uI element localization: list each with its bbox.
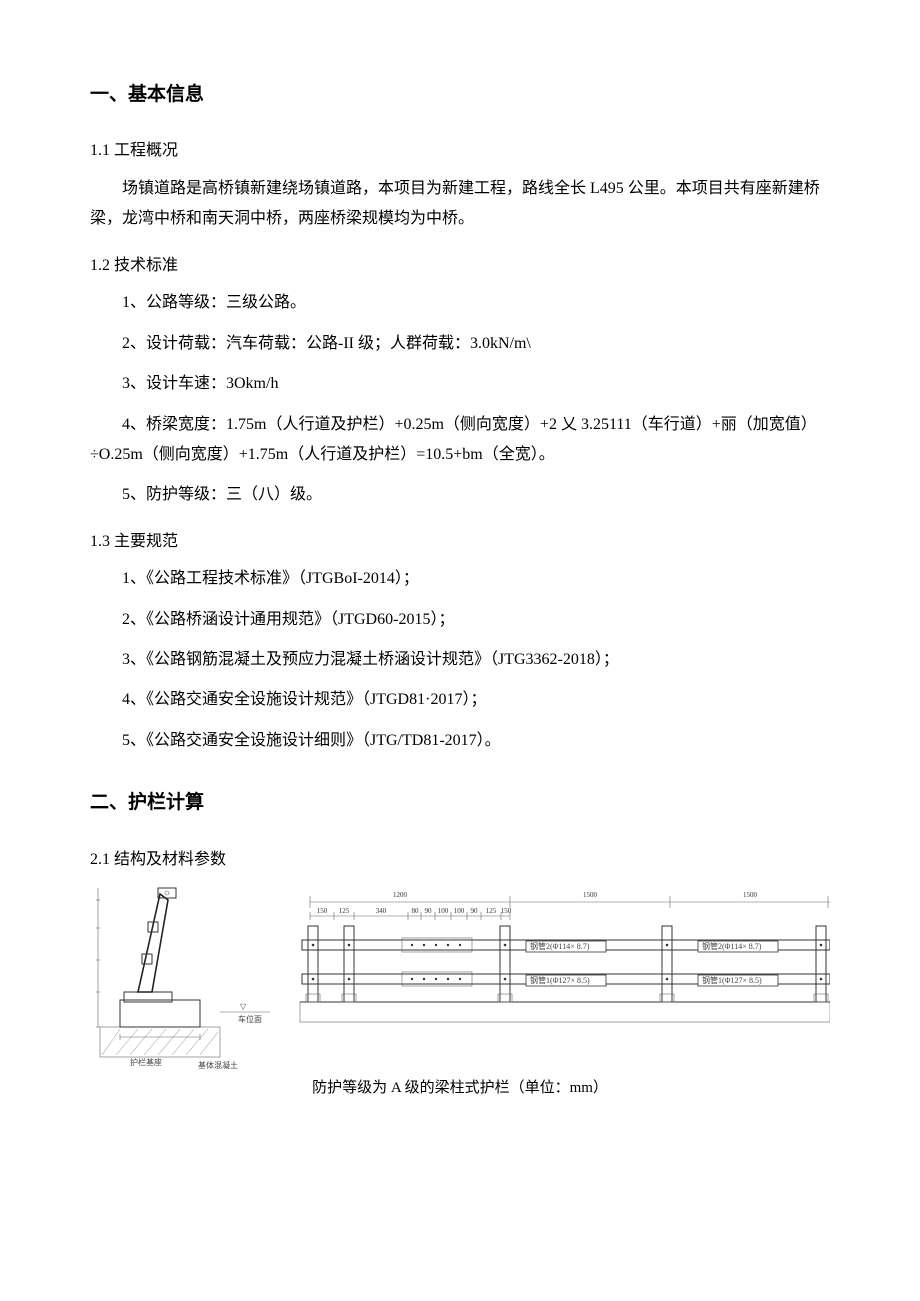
section-view: ▽ 车位面 护栏基座 基体混凝土	[96, 888, 270, 1070]
list-item: 4、桥梁宽度：1.75m（人行道及护栏）+0.25m（侧向宽度）+2 乂 3.2…	[90, 410, 830, 471]
guardrail-svg: ▽ 车位面 护栏基座 基体混凝土	[90, 882, 830, 1072]
section-2-1-heading: 2.1 结构及材料参数	[90, 847, 830, 873]
svg-text:150: 150	[501, 907, 512, 915]
list-item: 1、《公路工程技术标准》（JTGBoI-2014）；	[90, 564, 830, 594]
section-1-1: 1.1 工程概况 场镇道路是高桥镇新建绕场镇道路，本项目为新建工程，路线全长 L…	[90, 138, 830, 234]
figure-caption: 防护等级为 A 级的梁柱式护栏（单位：mm）	[90, 1076, 830, 1100]
deck-label: ▽	[240, 1002, 247, 1011]
svg-text:90: 90	[425, 907, 433, 915]
elevation-view: 1200 1500 1500 150 125	[300, 891, 830, 1022]
dim-span-3: 1500	[743, 891, 758, 899]
svg-text:125: 125	[486, 907, 497, 915]
list-item: 5、防护等级：三（八）级。	[90, 480, 830, 510]
tube-label-1-bottom: 钢管1(Φ127× 8.5)	[530, 975, 590, 985]
tube-label-2-top-r: 钢管2(Φ114× 8.7)	[702, 941, 762, 951]
section-1-1-paragraph: 场镇道路是高桥镇新建绕场镇道路，本项目为新建工程，路线全长 L495 公里。本项…	[90, 174, 830, 235]
svg-text:90: 90	[471, 907, 479, 915]
section-1-1-heading: 1.1 工程概况	[90, 138, 830, 164]
dim-span-2: 1500	[583, 891, 598, 899]
svg-text:80: 80	[412, 907, 420, 915]
section-1-heading: 一、基本信息	[90, 80, 830, 110]
svg-text:100: 100	[454, 907, 465, 915]
tube-label-1-bottom-r: 钢管1(Φ127× 8.5)	[702, 975, 762, 985]
list-item: 2、《公路桥涵设计通用规范》（JTGD60-2015）；	[90, 605, 830, 635]
base-label: 护栏基座	[130, 1057, 162, 1067]
posts	[308, 926, 826, 1002]
section-1-3-heading: 1.3 主要规范	[90, 529, 830, 555]
section-1-2-heading: 1.2 技术标准	[90, 253, 830, 279]
svg-text:100: 100	[438, 907, 449, 915]
svg-text:150: 150	[317, 907, 328, 915]
svg-text:340: 340	[376, 907, 387, 915]
tube-label-2-top: 钢管2(Φ114× 8.7)	[530, 941, 590, 951]
list-item: 1、公路等级：三级公路。	[90, 288, 830, 318]
deck-label-text: 车位面	[238, 1014, 262, 1024]
sub-dimensions: 150 125 340 80 90 100 100 90 125 150	[310, 907, 512, 920]
concrete-label: 基体混凝土	[198, 1060, 238, 1070]
list-item: 3、设计车速：3Okm/h	[90, 369, 830, 399]
section-2-heading: 二、护栏计算	[90, 788, 830, 818]
dim-span-1: 1200	[393, 891, 408, 899]
list-item: 3、《公路钢筋混凝土及预应力混凝土桥涵设计规范》（JTG3362-2018）；	[90, 645, 830, 675]
section-1-2: 1.2 技术标准 1、公路等级：三级公路。 2、设计荷载：汽车荷载：公路-II …	[90, 253, 830, 511]
list-item: 5、《公路交通安全设施设计细则》（JTG/TD81-2017）。	[90, 726, 830, 756]
svg-text:125: 125	[339, 907, 350, 915]
list-item: 2、设计荷载：汽车荷载：公路-II 级；人群荷载：3.0kN/m\	[90, 329, 830, 359]
guardrail-figure: ▽ 车位面 护栏基座 基体混凝土	[90, 882, 830, 1072]
list-item: 4、《公路交通安全设施设计规范》（JTGD81·2017）；	[90, 685, 830, 715]
section-1-3: 1.3 主要规范 1、《公路工程技术标准》（JTGBoI-2014）； 2、《公…	[90, 529, 830, 757]
splice-detail	[402, 938, 472, 986]
